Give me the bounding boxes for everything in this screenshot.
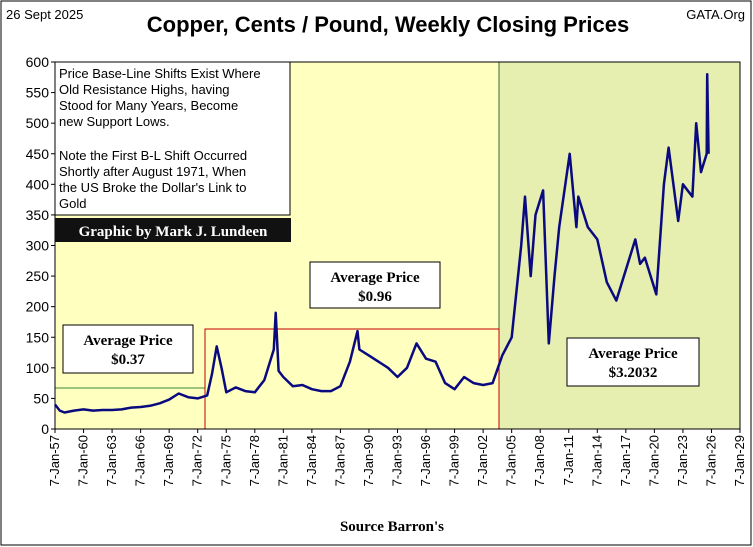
x-tick-label: 7-Jan-57 [47, 435, 62, 486]
y-tick-label: 350 [26, 207, 50, 223]
x-tick-label: 7-Jan-99 [447, 435, 462, 486]
x-tick-label: 7-Jan-84 [304, 435, 319, 486]
x-tick-label: 7-Jan-93 [390, 435, 405, 486]
average-value: $3.2032 [609, 365, 658, 381]
y-tick-label: 300 [26, 238, 50, 254]
price-line [54, 72, 710, 414]
note-line: new Support Lows. [59, 114, 170, 129]
x-tick-label: 7-Jan-08 [532, 435, 547, 486]
x-tick-label: 7-Jan-60 [76, 435, 91, 486]
x-tick-label: 7-Jan-29 [732, 435, 747, 486]
y-tick-label: 50 [33, 390, 49, 406]
x-tick-label: 7-Jan-72 [190, 435, 205, 486]
chart-title: Copper, Cents / Pound, Weekly Closing Pr… [147, 12, 630, 37]
y-tick-label: 0 [41, 421, 49, 437]
average-box [566, 337, 700, 387]
average-label: Average Price [588, 346, 678, 362]
x-tick-label: 7-Jan-78 [247, 435, 262, 486]
average-value: $0.96 [358, 289, 392, 305]
y-tick-label: 550 [26, 85, 50, 101]
x-tick-label: 7-Jan-96 [418, 435, 433, 486]
y-tick-label: 600 [26, 54, 50, 70]
y-tick-label: 400 [26, 176, 50, 192]
y-tick-label: 100 [26, 360, 50, 376]
x-tick-label: 7-Jan-23 [675, 435, 690, 486]
plot-border [54, 61, 741, 430]
x-tick-label: 7-Jan-75 [218, 435, 233, 486]
y-tick-label: 450 [26, 146, 50, 162]
x-tick-label: 7-Jan-81 [275, 435, 290, 486]
x-tick-label: 7-Jan-17 [618, 435, 633, 486]
x-tick-label: 7-Jan-69 [161, 435, 176, 486]
average-value: $0.37 [111, 352, 145, 368]
x-tick-label: 7-Jan-87 [332, 435, 347, 486]
note-line: the US Broke the Dollar's Link to [59, 180, 246, 195]
note-line: Shortly after August 1971, When [59, 164, 246, 179]
x-axis-label: Source Barron's [340, 519, 444, 535]
credit: Graphic by Mark J. Lundeen [79, 224, 268, 240]
y-tick-label: 500 [26, 115, 50, 131]
average-label: Average Price [83, 333, 173, 349]
site: GATA.Org [686, 7, 745, 22]
note-line: Gold [59, 196, 86, 211]
note-line: Stood for Many Years, Become [59, 98, 238, 113]
x-tick-label: 7-Jan-20 [646, 435, 661, 486]
note-line: Old Resistance Highs, having [59, 82, 230, 97]
average-box [309, 261, 441, 309]
x-tick-label: 7-Jan-02 [475, 435, 490, 486]
note-box [54, 61, 291, 216]
x-tick-label: 7-Jan-63 [104, 435, 119, 486]
y-tick-label: 150 [26, 329, 50, 345]
x-tick-label: 7-Jan-90 [361, 435, 376, 486]
x-tick-label: 7-Jan-66 [133, 435, 148, 486]
y-tick-label: 250 [26, 268, 50, 284]
x-tick-label: 7-Jan-14 [589, 435, 604, 486]
note-line: Price Base-Line Shifts Exist Where [59, 66, 261, 81]
x-tick-label: 7-Jan-26 [703, 435, 718, 486]
x-tick-label: 7-Jan-05 [504, 435, 519, 486]
average-label: Average Price [330, 270, 420, 286]
note-line: Note the First B-L Shift Occurred [59, 148, 247, 163]
y-tick-label: 200 [26, 299, 50, 315]
x-tick-label: 7-Jan-11 [561, 435, 576, 485]
average-box [62, 324, 194, 374]
date: 26 Sept 2025 [6, 7, 83, 22]
credit-box [55, 218, 291, 242]
